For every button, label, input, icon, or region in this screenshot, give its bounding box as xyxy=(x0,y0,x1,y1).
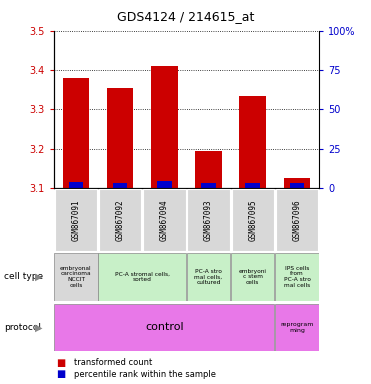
Text: GDS4124 / 214615_at: GDS4124 / 214615_at xyxy=(117,10,254,23)
Bar xyxy=(107,88,134,188)
Text: GSM867096: GSM867096 xyxy=(292,199,302,241)
FancyBboxPatch shape xyxy=(55,189,97,251)
FancyBboxPatch shape xyxy=(143,189,186,251)
Text: ■: ■ xyxy=(56,369,65,379)
FancyBboxPatch shape xyxy=(231,253,275,301)
Text: control: control xyxy=(145,322,184,333)
FancyBboxPatch shape xyxy=(275,304,319,351)
Text: GSM867092: GSM867092 xyxy=(116,199,125,241)
Bar xyxy=(246,183,260,188)
Bar xyxy=(284,178,310,188)
Text: reprogram
ming: reprogram ming xyxy=(280,322,313,333)
Text: GSM867091: GSM867091 xyxy=(71,199,81,241)
Bar xyxy=(290,184,304,188)
Bar xyxy=(201,183,216,188)
Text: ▶: ▶ xyxy=(35,322,43,333)
FancyBboxPatch shape xyxy=(275,253,319,301)
Text: percentile rank within the sample: percentile rank within the sample xyxy=(74,370,216,379)
Bar xyxy=(63,78,89,188)
Bar xyxy=(151,66,178,188)
Bar xyxy=(239,96,266,188)
Text: ▶: ▶ xyxy=(35,272,43,282)
Bar xyxy=(157,182,172,188)
Text: embryonal
carcinoma
NCCIT
cells: embryonal carcinoma NCCIT cells xyxy=(60,266,92,288)
FancyBboxPatch shape xyxy=(187,189,230,251)
Text: embryoni
c stem
cells: embryoni c stem cells xyxy=(239,268,267,285)
FancyBboxPatch shape xyxy=(99,189,141,251)
FancyBboxPatch shape xyxy=(98,253,186,301)
Text: ■: ■ xyxy=(56,358,65,368)
FancyBboxPatch shape xyxy=(276,189,318,251)
Text: cell type: cell type xyxy=(4,272,43,281)
FancyBboxPatch shape xyxy=(54,304,275,351)
Text: GSM867094: GSM867094 xyxy=(160,199,169,241)
FancyBboxPatch shape xyxy=(187,253,230,301)
FancyBboxPatch shape xyxy=(54,253,98,301)
FancyBboxPatch shape xyxy=(232,189,274,251)
Text: GSM867095: GSM867095 xyxy=(248,199,257,241)
Text: GSM867093: GSM867093 xyxy=(204,199,213,241)
Text: protocol: protocol xyxy=(4,323,41,332)
Text: PC-A stromal cells,
sorted: PC-A stromal cells, sorted xyxy=(115,271,170,282)
Bar xyxy=(195,151,222,188)
Text: PC-A stro
mal cells,
cultured: PC-A stro mal cells, cultured xyxy=(194,268,223,285)
Bar xyxy=(69,182,83,188)
Text: transformed count: transformed count xyxy=(74,358,152,367)
Bar xyxy=(113,183,127,188)
Text: IPS cells
from
PC-A stro
mal cells: IPS cells from PC-A stro mal cells xyxy=(283,266,311,288)
